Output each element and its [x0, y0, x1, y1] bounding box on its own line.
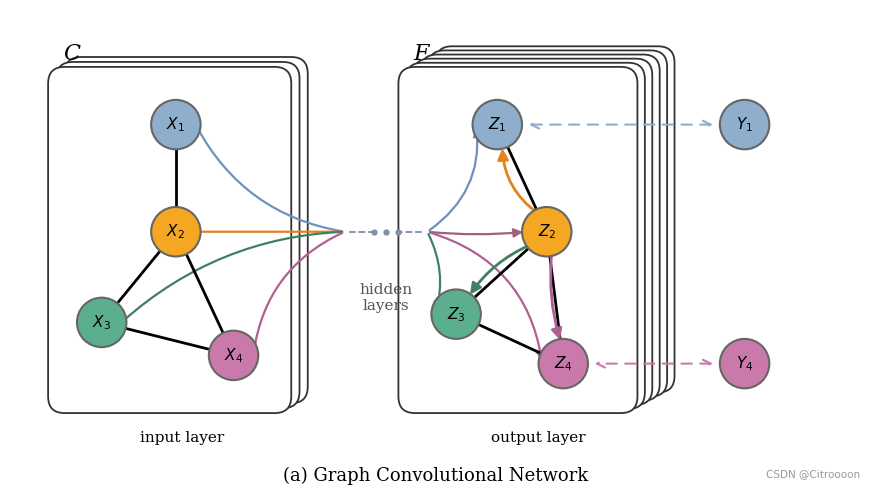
Text: $X_3$: $X_3$ — [92, 313, 111, 332]
FancyArrowPatch shape — [429, 234, 442, 309]
FancyArrowPatch shape — [498, 152, 537, 213]
Circle shape — [152, 100, 200, 149]
FancyBboxPatch shape — [48, 67, 291, 413]
Circle shape — [719, 339, 769, 388]
Text: $X_2$: $X_2$ — [166, 222, 186, 241]
Text: $Z_1$: $Z_1$ — [488, 115, 507, 134]
Circle shape — [538, 339, 588, 388]
FancyArrowPatch shape — [429, 130, 481, 230]
FancyBboxPatch shape — [64, 57, 307, 403]
FancyArrowPatch shape — [550, 255, 561, 337]
Text: $Z_2$: $Z_2$ — [537, 222, 556, 241]
FancyArrowPatch shape — [430, 229, 521, 237]
Text: $Y_1$: $Y_1$ — [736, 115, 753, 134]
FancyArrowPatch shape — [430, 233, 544, 358]
Circle shape — [152, 207, 200, 256]
Text: input layer: input layer — [140, 431, 224, 445]
Text: hidden
layers: hidden layers — [360, 283, 413, 313]
Circle shape — [522, 207, 571, 256]
Circle shape — [473, 100, 522, 149]
Text: $X_4$: $X_4$ — [224, 346, 243, 365]
FancyBboxPatch shape — [406, 63, 645, 409]
FancyBboxPatch shape — [413, 58, 652, 405]
FancyBboxPatch shape — [57, 62, 300, 408]
FancyBboxPatch shape — [428, 51, 667, 397]
FancyArrowPatch shape — [197, 127, 342, 231]
Text: (a) Graph Convolutional Network: (a) Graph Convolutional Network — [283, 466, 588, 485]
Circle shape — [209, 330, 259, 380]
FancyBboxPatch shape — [421, 55, 659, 401]
Text: $Y_4$: $Y_4$ — [736, 355, 753, 373]
Circle shape — [77, 298, 126, 347]
Text: output layer: output layer — [491, 431, 586, 445]
Text: $X_1$: $X_1$ — [166, 115, 186, 134]
Text: $Z_4$: $Z_4$ — [554, 355, 573, 373]
FancyBboxPatch shape — [436, 46, 674, 392]
FancyArrowPatch shape — [472, 245, 530, 292]
FancyBboxPatch shape — [398, 67, 638, 413]
Text: CSDN @Citroooon: CSDN @Citroooon — [766, 469, 860, 479]
Text: F: F — [413, 43, 429, 65]
Circle shape — [431, 289, 481, 339]
Text: C: C — [63, 43, 80, 65]
FancyArrowPatch shape — [124, 232, 342, 321]
FancyArrowPatch shape — [253, 233, 342, 353]
Circle shape — [719, 100, 769, 149]
Text: $Z_3$: $Z_3$ — [447, 305, 465, 324]
